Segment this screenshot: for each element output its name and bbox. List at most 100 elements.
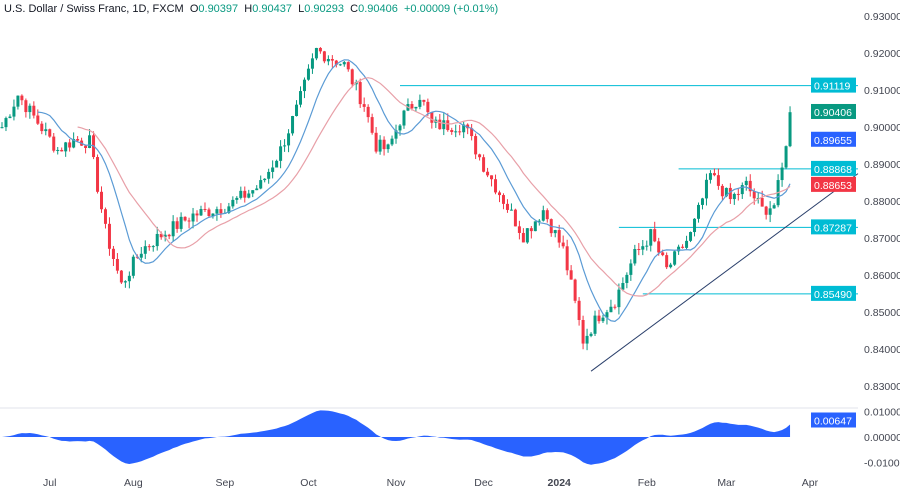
candle	[740, 182, 744, 199]
candle-body	[247, 193, 251, 198]
candle-body	[490, 175, 494, 180]
candle-body	[151, 246, 155, 248]
candle-body	[541, 210, 545, 221]
candle-body	[645, 245, 649, 247]
candle	[764, 205, 768, 220]
osc-tick: 0.00000	[864, 432, 900, 444]
candle	[645, 240, 649, 251]
candle	[386, 143, 390, 153]
moving-average-line	[77, 77, 791, 297]
level-price-label: 0.88868	[814, 164, 852, 176]
candle-body	[306, 68, 310, 80]
candle	[366, 104, 370, 123]
candle	[784, 145, 788, 170]
candle-body	[123, 281, 127, 283]
candle-body	[32, 105, 36, 116]
price-tick: 0.88000	[864, 196, 900, 208]
ma-fast-label-bg	[811, 131, 856, 147]
candle-body	[342, 62, 346, 65]
candle	[64, 141, 68, 157]
candle-body	[553, 230, 557, 234]
candle-body	[56, 149, 60, 151]
candle-body	[509, 209, 513, 211]
time-tick: Aug	[124, 477, 143, 489]
candle	[613, 304, 617, 310]
candle-body	[450, 130, 454, 132]
candle	[302, 77, 306, 99]
candle-body	[211, 213, 215, 217]
candle	[728, 183, 732, 204]
candle-body	[597, 315, 601, 322]
candle-body	[760, 198, 764, 207]
level-price-label-bg	[811, 77, 856, 93]
candle	[521, 228, 525, 243]
candle-body	[338, 64, 342, 66]
candle-body	[219, 209, 223, 214]
candle	[44, 122, 48, 136]
candle	[100, 186, 103, 213]
candle-body	[537, 220, 541, 222]
candle	[103, 207, 107, 229]
candle	[553, 229, 557, 238]
level-price-label: 0.91119	[814, 81, 851, 93]
candle	[263, 178, 267, 183]
candle-body	[287, 133, 291, 146]
candle-body	[255, 188, 259, 191]
candle-body	[64, 142, 68, 152]
candle	[382, 136, 386, 156]
candle	[346, 61, 350, 72]
candle-body	[728, 187, 732, 200]
candle	[155, 226, 159, 251]
candle-body	[529, 228, 533, 232]
candle	[239, 186, 243, 200]
candle	[123, 280, 127, 288]
candle-body	[235, 197, 239, 200]
candle-body	[60, 149, 64, 152]
candle	[187, 217, 191, 229]
candle	[195, 210, 199, 222]
candle	[693, 218, 697, 237]
candle-body	[657, 241, 661, 253]
candle	[720, 184, 724, 200]
candle-body	[183, 216, 187, 221]
candle-body	[155, 233, 159, 247]
candle-body	[271, 167, 275, 172]
candle-body	[557, 230, 561, 243]
candle	[541, 205, 545, 222]
price-tick: 0.92000	[864, 48, 900, 60]
candle-body	[326, 58, 330, 62]
candle-body	[398, 125, 402, 131]
candle-body	[68, 142, 72, 148]
candle	[557, 224, 561, 248]
candle-body	[171, 221, 175, 237]
candle-body	[700, 198, 704, 205]
candle-body	[525, 228, 529, 243]
last-price-label: 0.90406	[814, 107, 852, 119]
candle-body	[673, 251, 677, 265]
candle-body	[716, 175, 720, 186]
candle	[390, 135, 394, 147]
candle-body	[665, 255, 669, 268]
candle-body	[641, 246, 645, 250]
time-tick: Oct	[300, 477, 316, 489]
candle-body	[263, 178, 267, 181]
candle-body	[617, 289, 621, 308]
trendline	[590, 173, 859, 372]
candle	[127, 271, 131, 289]
time-tick: Dec	[474, 477, 493, 489]
osc-tick: -0.01000	[864, 458, 900, 470]
candle	[466, 123, 470, 135]
candle	[748, 174, 752, 197]
candle-body	[677, 246, 681, 252]
candle-body	[195, 213, 199, 216]
candle	[235, 196, 239, 204]
candle	[736, 188, 740, 201]
symbol-title: U.S. Dollar / Swiss Franc, 1D, FXCM	[4, 3, 184, 15]
candle	[299, 86, 302, 108]
candle-body	[84, 145, 88, 148]
candle	[374, 127, 378, 154]
candle	[48, 128, 52, 138]
candle-body	[370, 117, 374, 133]
